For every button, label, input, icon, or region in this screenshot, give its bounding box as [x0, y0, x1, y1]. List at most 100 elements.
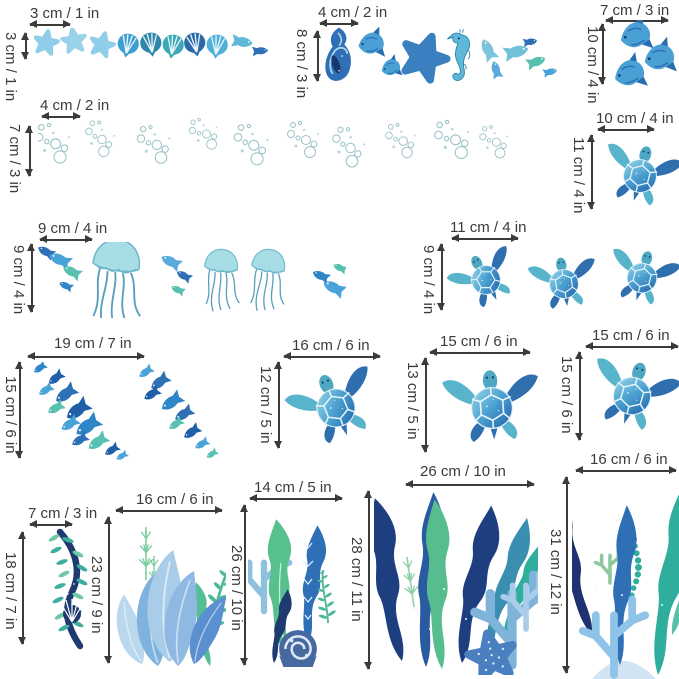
bubbles-border-art	[38, 118, 509, 170]
height-arrow	[576, 351, 583, 441]
height-label: 15 cm / 6 in	[558, 356, 575, 434]
starfish-shell-border-art	[34, 28, 270, 62]
angelfish-trio-art	[610, 20, 678, 90]
width-label: 7 cm / 3 in	[28, 505, 98, 522]
seahorse-icon	[446, 28, 471, 82]
width-arrow	[405, 481, 535, 488]
width-label: 3 cm / 1 in	[30, 5, 100, 22]
fish-icon	[51, 381, 80, 407]
grass-icon	[399, 555, 422, 609]
width-label: 16 cm / 6 in	[136, 491, 214, 508]
seaweed-cluster-small-art	[112, 526, 226, 668]
width-label: 19 cm / 7 in	[54, 335, 132, 352]
bubbles-icon	[479, 125, 509, 159]
width-label: 15 cm / 6 in	[592, 327, 670, 344]
height-label: 9 cm / 4 in	[420, 245, 437, 315]
height-label: 8 cm / 3 in	[293, 29, 310, 99]
width-arrow	[605, 17, 669, 24]
frond-speckles	[67, 567, 75, 595]
sea-turtle-trio-art	[446, 240, 679, 317]
height-label: 23 cm / 9 in	[88, 556, 105, 634]
fish-icon	[36, 381, 55, 399]
width-arrow	[29, 21, 71, 28]
turtle-icon	[284, 358, 384, 454]
height-arrow	[438, 243, 445, 311]
angelfish-icon	[610, 50, 649, 90]
shell-icon	[204, 32, 230, 61]
width-label: 11 cm / 4 in	[450, 219, 527, 236]
spiral-shell-icon	[277, 628, 319, 667]
kelp-chevrons	[302, 542, 314, 621]
sea-turtle-right-art	[582, 350, 679, 438]
sparkle-dots	[595, 564, 663, 606]
height-arrow	[275, 361, 282, 449]
fish-icon	[31, 362, 48, 376]
fish-icon	[252, 45, 269, 56]
fish-icon	[193, 436, 211, 452]
jellyfish-icon	[243, 246, 294, 316]
conch-icon	[324, 26, 352, 82]
angelfish-icon	[617, 20, 655, 54]
bubbles-icon	[136, 124, 171, 164]
height-label: 18 cm / 7 in	[2, 552, 19, 630]
height-arrow	[16, 361, 23, 459]
fish-icon	[331, 260, 346, 275]
frond-fan	[59, 599, 85, 623]
shell-icon	[159, 32, 187, 62]
bubbles-icon	[432, 118, 473, 162]
height-arrow	[422, 357, 429, 453]
turtle-icon	[582, 350, 679, 438]
fish-icon	[114, 449, 129, 462]
shell-icon	[181, 29, 209, 60]
kelp-icon	[645, 475, 679, 678]
width-label: 4 cm / 2 in	[318, 4, 388, 21]
angelfish-icon	[357, 26, 386, 58]
shell-icon	[114, 30, 142, 61]
width-arrow	[27, 353, 145, 360]
fish-icon	[136, 363, 155, 381]
bubbles-icon	[231, 122, 271, 167]
height-label: 9 cm / 4 in	[10, 245, 27, 315]
height-arrow	[28, 243, 35, 313]
height-arrow	[19, 531, 26, 645]
height-arrow	[599, 23, 606, 85]
fish-icon	[542, 66, 558, 78]
width-arrow	[319, 20, 359, 27]
height-arrow	[26, 125, 33, 177]
grass-icon	[138, 526, 154, 581]
fish-icon	[169, 282, 187, 297]
fish-icon	[174, 267, 194, 284]
sea-turtle-left-art	[284, 358, 384, 454]
fish-icon	[180, 422, 203, 442]
jellyfish-border-art	[36, 242, 346, 318]
fish-icon	[488, 59, 504, 80]
turtle-icon	[601, 242, 679, 310]
fish-icon	[525, 53, 547, 70]
sparkle-dots	[413, 588, 467, 630]
width-arrow	[597, 126, 655, 133]
fish-icon	[158, 251, 184, 273]
height-arrow	[563, 476, 570, 674]
shell-icon	[138, 30, 164, 59]
width-arrow	[451, 235, 519, 242]
height-arrow	[22, 32, 29, 60]
jellyfish-icon	[199, 247, 246, 315]
bubbles-icon	[38, 122, 71, 164]
bubbles-icon	[385, 123, 417, 159]
fish-icon	[147, 370, 172, 394]
fish-icon	[477, 36, 500, 63]
height-label: 12 cm / 5 in	[257, 366, 274, 444]
height-label: 15 cm / 6 in	[2, 376, 19, 454]
jellyfish-icon	[83, 242, 152, 318]
coral-icon	[583, 600, 645, 675]
width-label: 10 cm / 4 in	[596, 110, 674, 127]
bubbles-icon	[287, 121, 320, 158]
width-arrow	[585, 343, 679, 350]
bubbles-icon	[81, 118, 118, 159]
fish-icon	[45, 398, 66, 417]
angelfish-icon	[378, 53, 403, 80]
height-arrow	[314, 30, 321, 82]
width-label: 7 cm / 3 in	[600, 2, 670, 19]
height-label: 10 cm / 4 in	[584, 26, 601, 104]
